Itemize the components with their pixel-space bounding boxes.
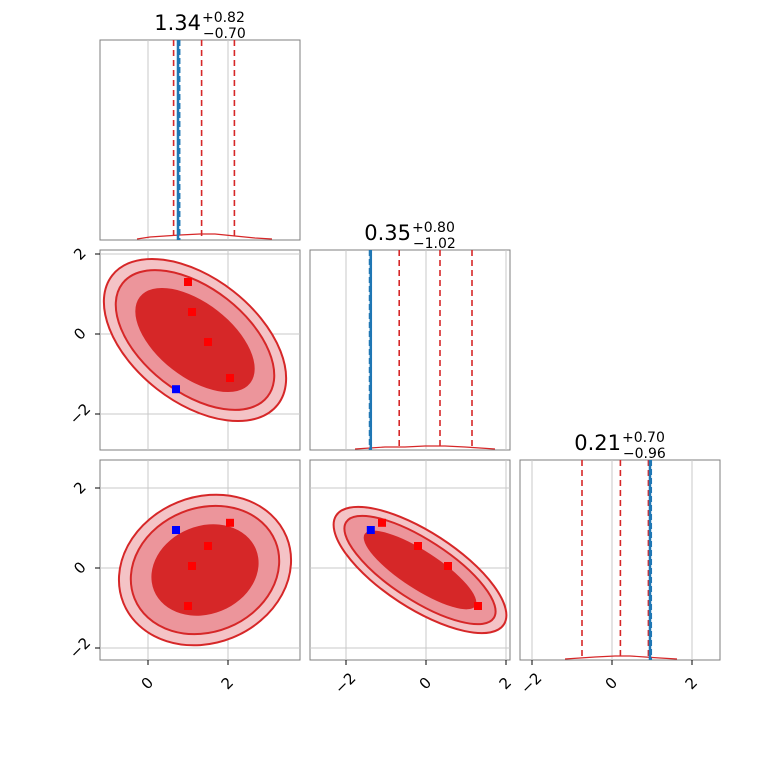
marker-red — [444, 562, 452, 570]
marker-red — [226, 374, 234, 382]
contour-level-inner — [151, 524, 259, 616]
marker-red — [188, 308, 196, 316]
truth-lines — [176, 40, 653, 660]
contour-level-inner — [135, 287, 255, 393]
marker-red — [204, 338, 212, 346]
x-tick-label: 2 — [682, 674, 701, 693]
panel-frame — [99, 249, 301, 451]
marker-red — [184, 278, 192, 286]
marker-red — [378, 518, 386, 527]
contour-level-inner — [363, 530, 477, 610]
marker-red — [184, 602, 192, 610]
panel-frame — [99, 459, 301, 661]
x-tick-label: 0 — [416, 674, 435, 693]
quantile-lines — [172, 40, 650, 660]
marker-red — [188, 562, 196, 570]
y-tick-label: 2 — [70, 244, 89, 263]
contour-panel-1-3 — [117, 493, 293, 647]
marker-blue — [366, 526, 375, 534]
y-tick-label: 2 — [70, 478, 89, 497]
histogram-1 — [136, 233, 273, 240]
marker-red — [414, 542, 422, 550]
y-tick-label: 0 — [70, 324, 89, 343]
marker-red — [474, 602, 482, 610]
x-tick-label: 0 — [138, 674, 157, 693]
y-tick-label: −2 — [66, 634, 94, 662]
x-tick-label: 2 — [218, 674, 237, 693]
panel-frame — [99, 39, 301, 241]
panel-title-2: 0.35+0.80 −1.02 — [364, 220, 456, 252]
panel-title-1: 1.34+0.82 −0.70 — [154, 10, 246, 42]
contour-panel-2-3 — [332, 505, 508, 635]
panel-frame — [309, 459, 511, 661]
x-tick-label: 2 — [496, 674, 515, 693]
x-tick-label: 0 — [602, 674, 621, 693]
panel-title-3: 0.21+0.70 −0.96 — [574, 430, 666, 462]
marker-red — [204, 542, 212, 550]
x-tick-label: −2 — [331, 669, 359, 697]
x-tick-label: −2 — [517, 669, 545, 697]
y-tick-label: −2 — [66, 400, 94, 428]
y-tick-label: 0 — [70, 558, 89, 577]
marker-blue — [172, 526, 180, 534]
panel-frames — [99, 39, 721, 661]
contour-panel-1-2 — [102, 257, 288, 423]
histogram-3 — [564, 655, 678, 660]
point-markers — [172, 278, 482, 610]
panel-frame — [309, 249, 511, 451]
marker-blue — [172, 385, 180, 394]
histogram-2 — [354, 445, 496, 450]
histogram-curves — [136, 233, 678, 660]
marker-red — [226, 518, 234, 527]
